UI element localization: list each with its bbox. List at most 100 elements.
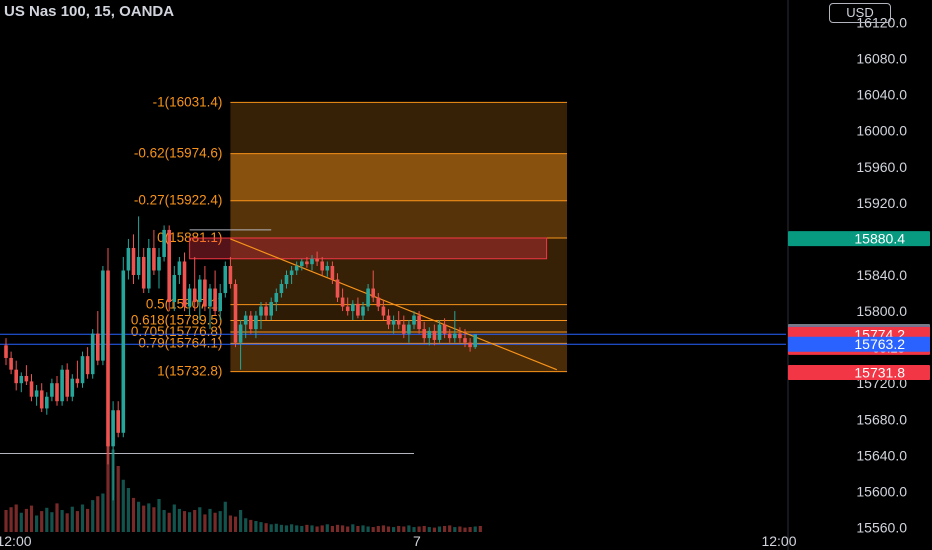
volume-bar <box>361 525 365 532</box>
volume-bar <box>366 526 370 532</box>
candle-body <box>116 410 120 433</box>
volume-bar <box>376 525 380 532</box>
fib-level-label: -1(16031.4) <box>153 94 223 109</box>
volume-bar <box>9 507 13 532</box>
y-tick-label: 15680.0 <box>856 411 907 427</box>
candle-body <box>463 338 467 343</box>
volume-bar <box>412 527 416 532</box>
volume-bar <box>80 504 85 532</box>
candle-body <box>131 247 136 275</box>
volume-bar <box>392 527 396 532</box>
price-tag: 15880.4 <box>788 231 930 247</box>
candle-body <box>238 324 243 343</box>
volume-bar <box>325 524 329 532</box>
time-axis <box>0 532 786 550</box>
candle-body <box>90 333 95 375</box>
volume-bar <box>458 526 462 532</box>
volume-bar <box>463 527 467 532</box>
candle-body <box>111 410 115 447</box>
volume-bar <box>346 526 350 532</box>
volume-bar <box>223 501 227 532</box>
price-tag-label: 15731.8 <box>854 365 905 381</box>
fib-level-label: 0.79(15764.1) <box>138 335 222 350</box>
candle-body <box>243 315 248 325</box>
candle-body <box>218 293 222 312</box>
candle-body <box>172 275 177 303</box>
candle-body <box>305 261 309 265</box>
volume-bar <box>147 503 151 532</box>
candle-body <box>264 306 268 316</box>
y-tick-label: 15960.0 <box>856 159 907 175</box>
candle-body <box>432 330 437 340</box>
volume-bar <box>208 508 212 532</box>
candle-body <box>96 333 100 361</box>
candle-body <box>381 306 386 316</box>
candle-body <box>34 390 39 397</box>
volume-bar <box>341 525 345 532</box>
volume-bar <box>19 512 23 532</box>
trendline <box>230 238 558 371</box>
volume-bar <box>448 525 452 532</box>
candle-body <box>356 303 360 316</box>
candle-body <box>468 342 472 348</box>
price-axis <box>788 0 932 550</box>
candle-body <box>106 270 110 447</box>
y-tick-label: 16000.0 <box>856 123 907 139</box>
volume-bar <box>233 516 238 532</box>
candle-body <box>279 284 284 294</box>
candle-body <box>345 306 350 312</box>
candle-body <box>136 256 141 275</box>
x-tick-label: 12:00 <box>0 533 32 549</box>
volume-bar <box>351 524 355 532</box>
volume-bar <box>254 521 258 532</box>
candle-body <box>70 378 75 397</box>
y-tick-label: 15640.0 <box>856 447 907 463</box>
currency-selector[interactable]: USD <box>829 3 891 23</box>
candle-body <box>39 390 44 409</box>
candle-body <box>177 261 182 275</box>
candle-body <box>198 279 202 303</box>
volume-bar <box>50 512 54 532</box>
volume-bar <box>427 527 431 532</box>
volume-bar <box>96 496 100 532</box>
candle-body <box>442 324 447 334</box>
volume-bar <box>188 512 192 532</box>
volume-bar <box>244 518 248 532</box>
candle-body <box>407 324 411 334</box>
candle-body <box>24 375 29 382</box>
candle-body <box>330 265 335 280</box>
candle-body <box>284 275 289 285</box>
candle-body <box>182 261 187 307</box>
candle-body <box>9 357 13 370</box>
candle-body <box>274 293 279 303</box>
candle-body <box>14 369 18 384</box>
fib-level-label: -0.27(15922.4) <box>134 193 223 208</box>
volume-bar <box>55 503 59 532</box>
volume-bar <box>228 515 232 532</box>
volume-bar <box>335 524 340 532</box>
volume-bar <box>40 511 44 532</box>
candle-body <box>453 333 457 339</box>
volume-bar <box>70 506 74 532</box>
candle-body <box>19 375 24 384</box>
volume-bar <box>126 488 130 532</box>
candle-body <box>259 306 263 316</box>
y-tick-label: 15920.0 <box>856 195 907 211</box>
price-tag: 15731.8 <box>788 365 930 381</box>
volume-bar <box>91 500 95 532</box>
candle-body <box>55 383 59 402</box>
candle-body <box>141 256 146 289</box>
volume-bar <box>402 526 406 532</box>
candle-body <box>386 315 391 325</box>
fib-zone <box>230 153 567 201</box>
fib-zone <box>230 331 567 344</box>
volume-bar <box>320 525 324 532</box>
candle-body <box>473 334 477 348</box>
volume-bar <box>407 525 411 532</box>
candle-body <box>249 315 253 330</box>
fib-zone <box>230 200 567 238</box>
candle-body <box>85 356 90 375</box>
volume-bar <box>330 525 334 532</box>
volume-bar <box>300 525 304 532</box>
